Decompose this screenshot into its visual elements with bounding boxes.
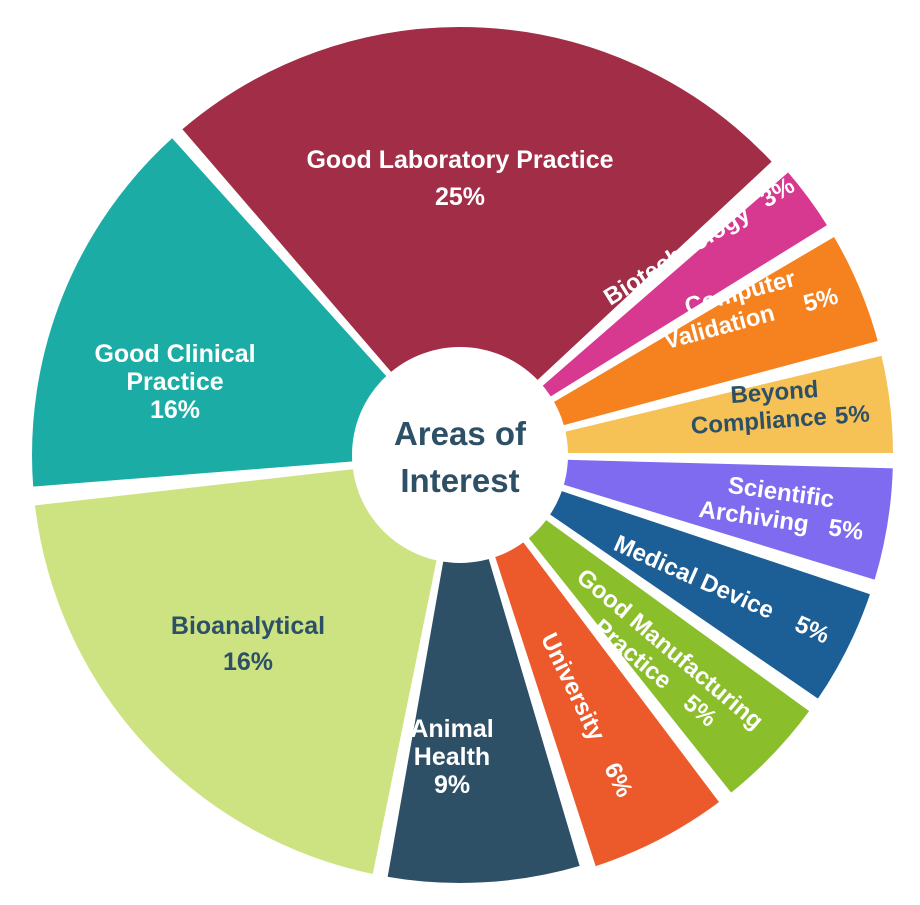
slice-label-bioanal: Bioanalytical 16%	[171, 612, 325, 676]
center-title-line-1: Areas of	[394, 415, 527, 452]
slice-label-text-gcp-1: Practice	[126, 368, 223, 396]
center-circle	[352, 347, 568, 563]
slice-label-text-animal-1: Health	[414, 743, 490, 771]
slice-bioanal	[30, 453, 462, 879]
slice-sciarch	[458, 453, 897, 585]
slice-compval	[458, 232, 883, 457]
slice-label-text-animal-0: Animal	[410, 715, 493, 743]
slice-value-animal: 9%	[434, 771, 470, 799]
center-hub: Areas of Interest	[352, 347, 568, 563]
slice-value-gcp: 16%	[150, 396, 200, 424]
slice-value-beyond: 5%	[834, 400, 870, 429]
center-title-line-2: Interest	[400, 462, 519, 499]
slice-label-glp: Good Laboratory Practice 25%	[306, 146, 613, 211]
slice-gmp	[458, 453, 814, 798]
slice-gcp	[28, 133, 462, 491]
slice-label-text-beyond-0: Beyond	[730, 376, 820, 409]
slice-meddev	[458, 453, 875, 704]
slice-univ	[458, 453, 724, 871]
slices-layer	[28, 23, 897, 887]
slice-value-bioanal: 16%	[223, 648, 273, 676]
slice-label-text-gcp-0: Good Clinical	[94, 340, 255, 368]
slice-label-text-bioanal-0: Bioanalytical	[171, 612, 325, 640]
slice-biotech	[458, 167, 832, 457]
slice-value-glp: 25%	[435, 183, 485, 211]
slice-animal	[383, 453, 585, 887]
slice-beyond	[458, 351, 897, 457]
slice-glp	[177, 23, 777, 457]
slice-value-sciarch: 5%	[827, 514, 865, 546]
slice-label-text-glp-0: Good Laboratory Practice	[306, 146, 613, 174]
